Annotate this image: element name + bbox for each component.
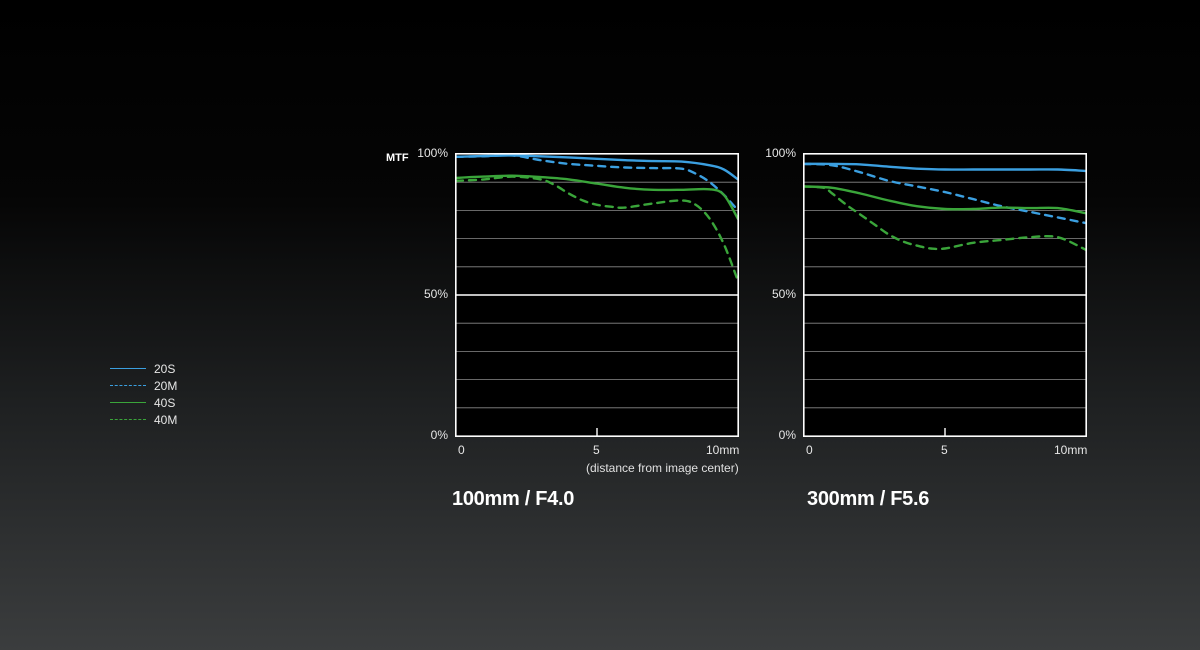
x-axis-label: (distance from image center) xyxy=(586,461,739,475)
mtf-chart-300mm xyxy=(803,153,1087,437)
x-tick-label: 0 xyxy=(806,443,813,457)
plot-frame xyxy=(803,153,1087,437)
legend-label: 40M xyxy=(154,412,178,427)
legend-swatch xyxy=(110,402,146,403)
legend: 20S 20M 40S 40M xyxy=(110,360,177,428)
x-tick-label: 10mm xyxy=(1054,443,1088,457)
y-tick-label: 50% xyxy=(771,287,796,301)
y-tick-label: 100% xyxy=(417,146,448,160)
x-tick-label: 5 xyxy=(941,443,948,457)
series-line-20m xyxy=(803,162,1087,225)
chart-title-300mm: 300mm / F5.6 xyxy=(807,488,930,510)
y-tick-label: 0% xyxy=(778,428,796,442)
legend-swatch xyxy=(110,385,146,386)
y-tick-label: 50% xyxy=(423,287,448,301)
x-tick-label: 10mm xyxy=(706,443,740,457)
series-line-40m xyxy=(803,185,1087,252)
y-axis-label: MTF xyxy=(386,152,409,164)
legend-label: 20S xyxy=(154,361,176,376)
series-line-20s xyxy=(803,162,1087,173)
legend-label: 40S xyxy=(154,395,176,410)
series-line-40s xyxy=(803,185,1087,215)
plot-frame xyxy=(455,153,739,437)
legend-item-40s: 40S xyxy=(110,394,177,411)
legend-item-20m: 20M xyxy=(110,377,177,394)
chart-title-100mm: 100mm / F4.0 xyxy=(452,488,575,510)
y-tick-label: 0% xyxy=(430,428,448,442)
legend-item-40m: 40M xyxy=(110,411,177,428)
series-line-40m xyxy=(455,175,739,283)
mtf-chart-100mm xyxy=(455,153,739,437)
y-tick-label: 100% xyxy=(765,146,796,160)
legend-label: 20M xyxy=(154,378,178,393)
legend-swatch xyxy=(110,419,146,420)
legend-item-20s: 20S xyxy=(110,360,177,377)
x-tick-label: 0 xyxy=(458,443,465,457)
x-tick-label: 5 xyxy=(593,443,600,457)
series-line-20m xyxy=(455,154,739,212)
legend-swatch xyxy=(110,368,146,369)
